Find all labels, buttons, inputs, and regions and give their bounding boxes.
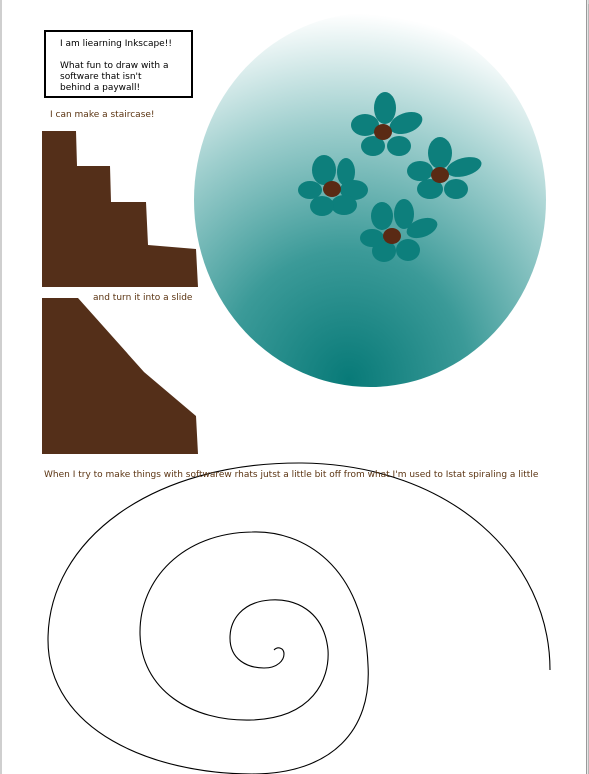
intro-text-box[interactable]: I am liearning Inkscape!! What fun to dr… — [44, 30, 193, 98]
spiral-path[interactable] — [47, 462, 551, 774]
intro-line-3: software that isn't — [60, 72, 142, 82]
flower-right[interactable] — [407, 137, 484, 199]
staircase-caption: I can make a staircase! — [50, 110, 155, 120]
flower-top[interactable] — [351, 92, 425, 156]
spiral-caption: When I try to make things with softwarew… — [44, 470, 539, 480]
intro-line-1: I am liearning Inkscape!! — [60, 39, 172, 49]
slide-caption: and turn it into a slide — [93, 293, 193, 303]
intro-line-4: behind a paywall! — [60, 83, 141, 93]
flower-left[interactable] — [298, 155, 368, 216]
staircase-shape[interactable] — [42, 131, 198, 287]
flower-bottom[interactable] — [360, 199, 440, 262]
page-shadow — [586, 4, 589, 774]
slide-shape[interactable] — [42, 298, 198, 454]
gradient-circle[interactable] — [194, 13, 546, 387]
intro-line-2: What fun to draw with a — [60, 61, 169, 71]
